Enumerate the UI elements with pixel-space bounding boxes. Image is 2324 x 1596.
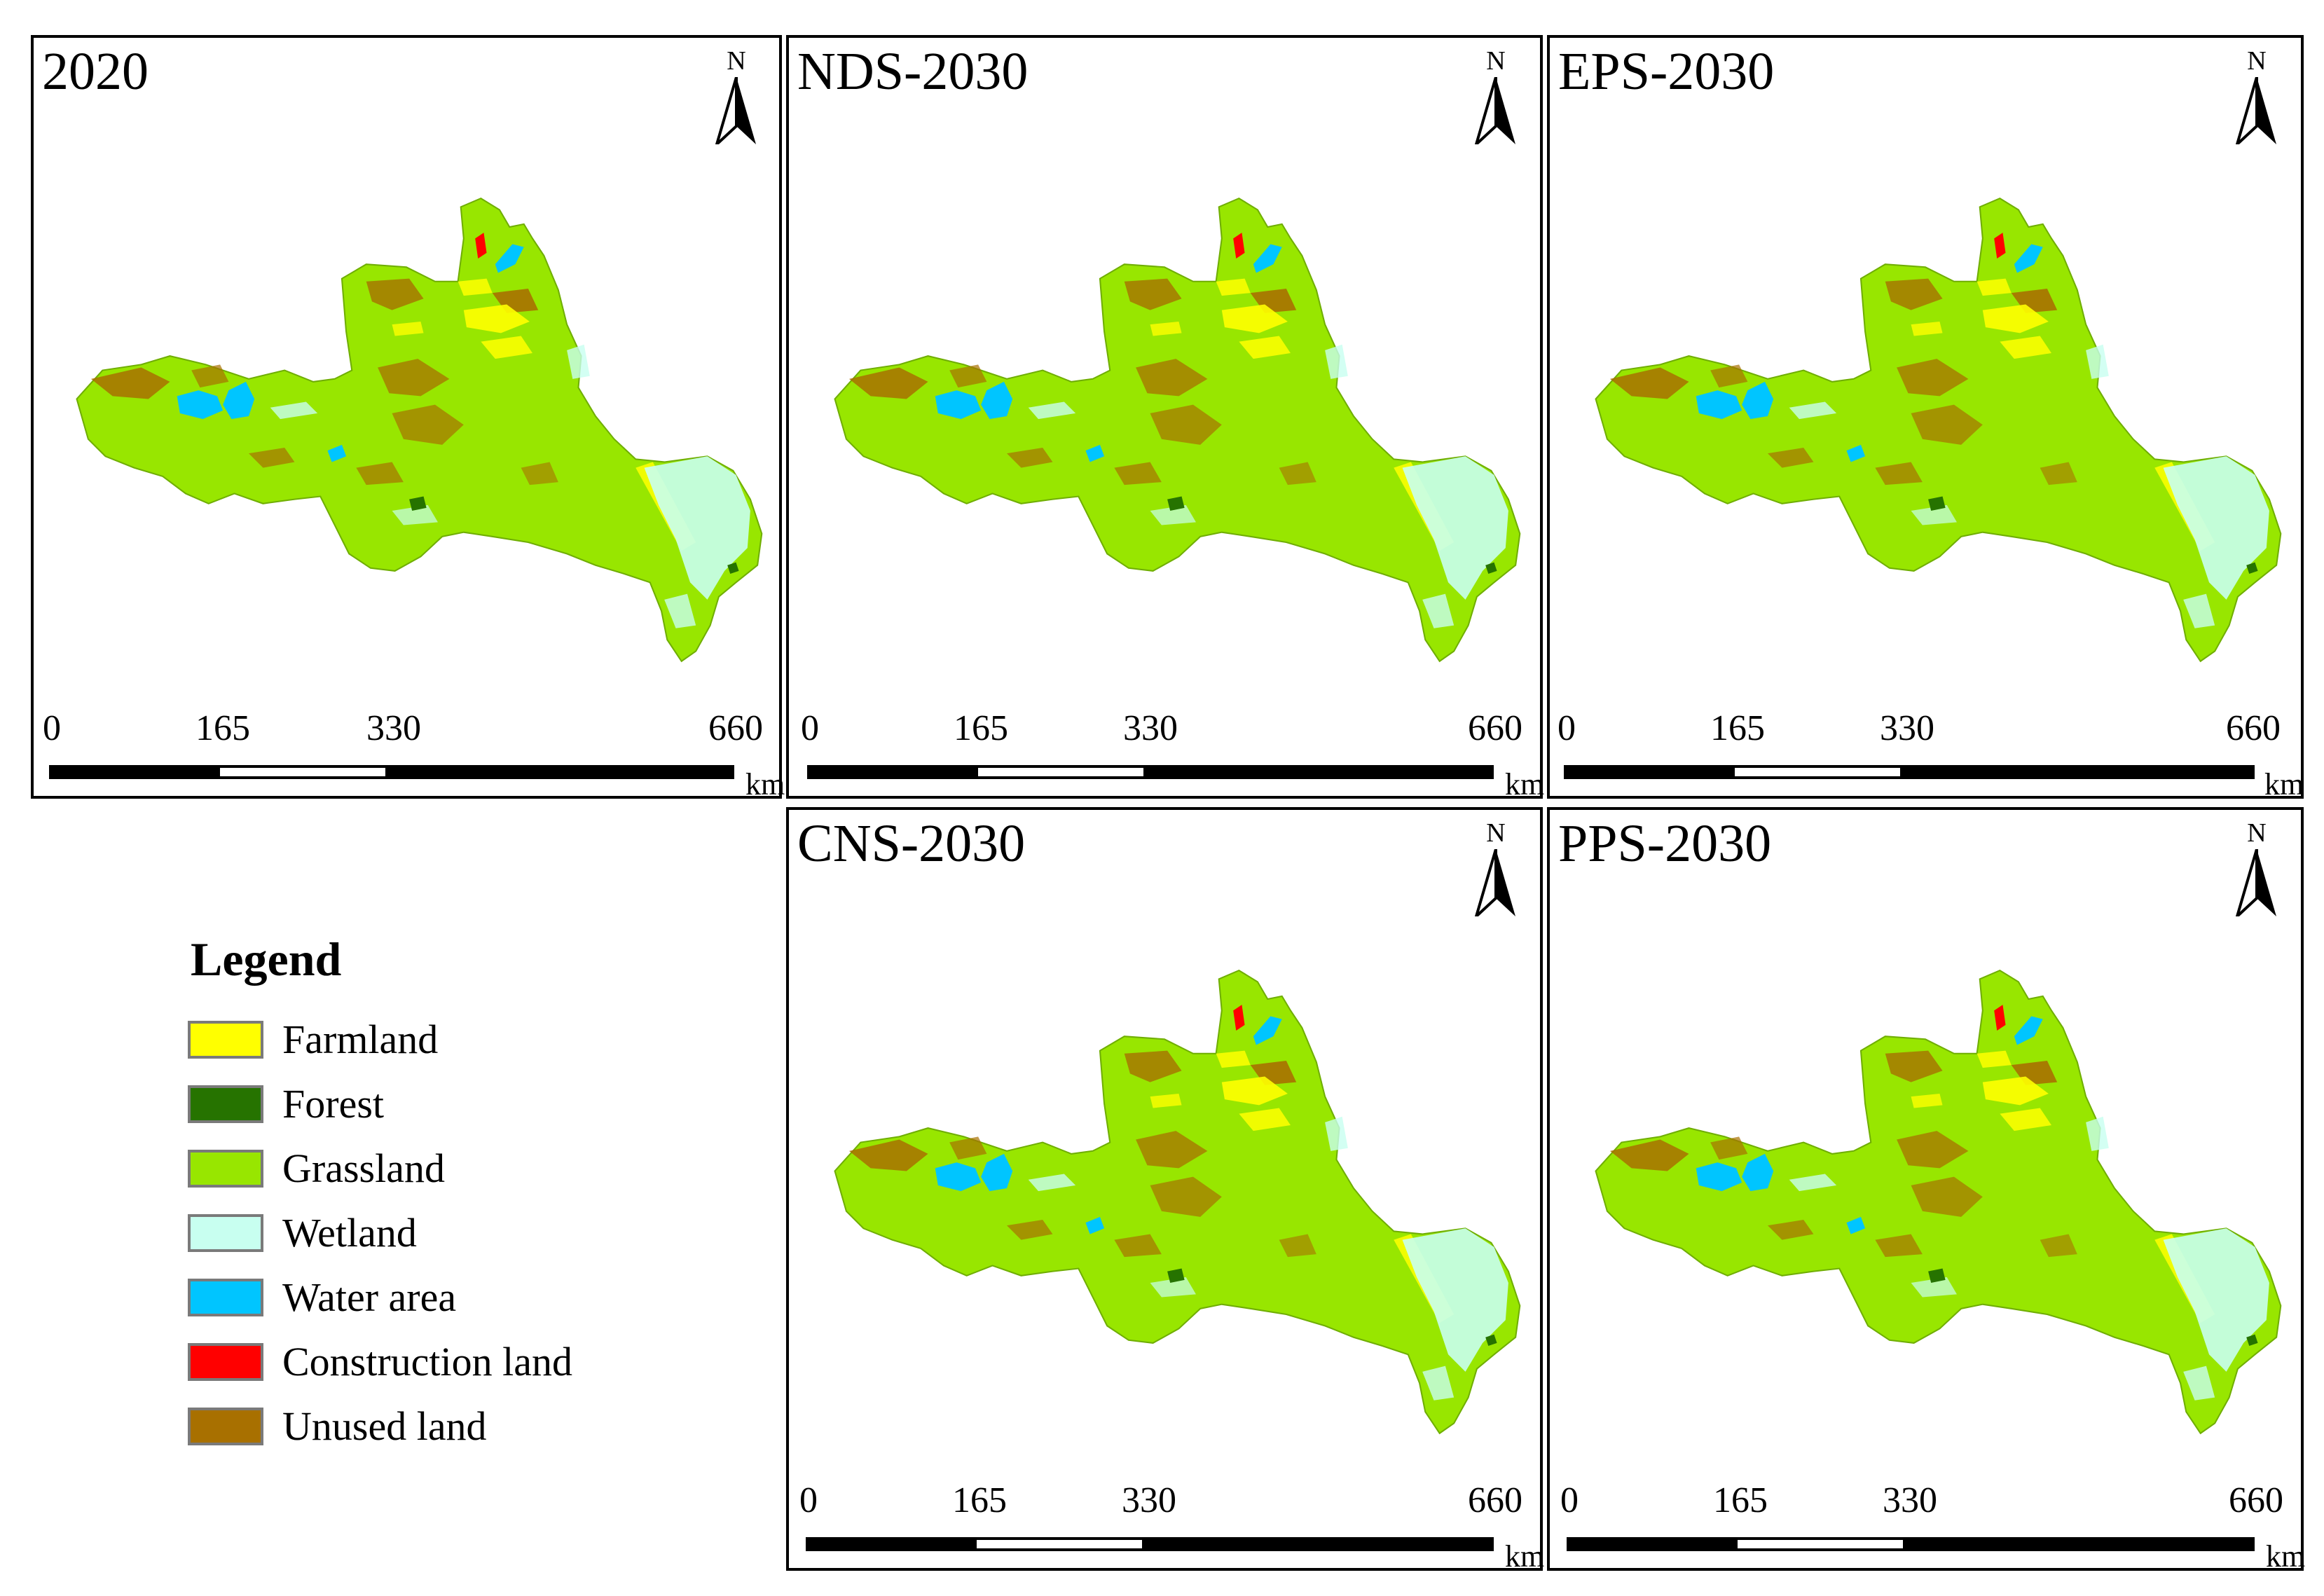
legend-swatch (188, 1150, 263, 1188)
scale-tick: 330 (1123, 708, 1178, 748)
panel-title: NDS-2030 (797, 42, 1029, 101)
map-panel-cns-2030: CNS-2030 N 0 165 330 660 km (786, 807, 1544, 1572)
legend-label: Wetland (282, 1210, 417, 1256)
scale-bar: 0 165 330 660 km (801, 708, 1544, 800)
land-use-map (834, 970, 1521, 1434)
scale-tick: 330 (1883, 1480, 1937, 1520)
legend-swatch (188, 1021, 263, 1059)
map-panel-nds-2030: NDS-2030 N 0 165 330 660 km (786, 35, 1544, 800)
scale-tick: 0 (43, 708, 61, 748)
scale-bar: 0 165 330 660 km (43, 708, 785, 800)
land-use-map (834, 198, 1521, 662)
legend-swatch (188, 1214, 263, 1252)
scale-unit: km (745, 767, 785, 802)
map-panel-pps-2030: PPS-2030 N 0 165 330 660 km (1547, 807, 2305, 1572)
land-use-map (1595, 198, 2282, 662)
north-arrow-icon: N (712, 48, 761, 146)
scale-tick: 660 (1468, 1480, 1522, 1520)
scale-tick: 0 (801, 708, 819, 748)
panel-title: PPS-2030 (1558, 814, 1772, 873)
scale-tick: 0 (799, 1480, 818, 1520)
scale-unit: km (1505, 767, 1545, 802)
map-panel-2020: 2020 N 0 165 330 660 km (31, 35, 785, 800)
legend-label: Grassland (282, 1146, 445, 1191)
scale-tick: 165 (195, 708, 250, 748)
scale-bar: 0 165 330 660 km (1560, 1480, 2305, 1572)
scale-bar: 0 165 330 660 km (799, 1480, 1544, 1572)
legend-label: Construction land (282, 1339, 573, 1384)
panel-title: 2020 (42, 42, 149, 101)
scale-tick: 0 (1560, 1480, 1579, 1520)
scale-bar: 0 165 330 660 km (1558, 708, 2304, 800)
north-arrow-icon: N (2232, 820, 2281, 918)
scale-tick: 660 (1468, 708, 1522, 748)
panel-title: EPS-2030 (1558, 42, 1775, 101)
scale-tick: 330 (1122, 1480, 1176, 1520)
north-arrow-icon: N (1471, 48, 1520, 146)
scale-tick: 165 (954, 708, 1008, 748)
scale-unit: km (1505, 1539, 1545, 1574)
scale-tick: 660 (708, 708, 763, 748)
land-use-map (1595, 970, 2282, 1434)
scale-tick: 330 (366, 708, 421, 748)
land-use-map (76, 198, 763, 662)
legend-title: Legend (191, 933, 342, 986)
scale-tick: 165 (952, 1480, 1007, 1520)
north-arrow-icon: N (2232, 48, 2281, 146)
legend-swatch (188, 1279, 263, 1316)
map-panel-eps-2030: EPS-2030 N 0 165 330 660 km (1547, 35, 2304, 800)
legend-swatch (188, 1408, 263, 1445)
map-legend: Legend Farmland Forest Grassland Wetland… (188, 935, 678, 1468)
scale-tick: 330 (1880, 708, 1934, 748)
north-arrow-icon: N (1471, 820, 1520, 918)
scale-tick: 0 (1558, 708, 1576, 748)
legend-label: Farmland (282, 1017, 439, 1062)
scale-unit: km (2264, 767, 2304, 802)
legend-swatch (188, 1343, 263, 1381)
legend-label: Forest (282, 1081, 384, 1127)
legend-label: Unused land (282, 1403, 487, 1449)
legend-swatch (188, 1085, 263, 1123)
legend-label: Water area (282, 1274, 457, 1320)
scale-tick: 165 (1710, 708, 1765, 748)
panel-title: CNS-2030 (797, 814, 1026, 873)
scale-tick: 165 (1713, 1480, 1768, 1520)
scale-tick: 660 (2229, 1480, 2283, 1520)
scale-unit: km (2266, 1539, 2306, 1574)
scale-tick: 660 (2226, 708, 2281, 748)
